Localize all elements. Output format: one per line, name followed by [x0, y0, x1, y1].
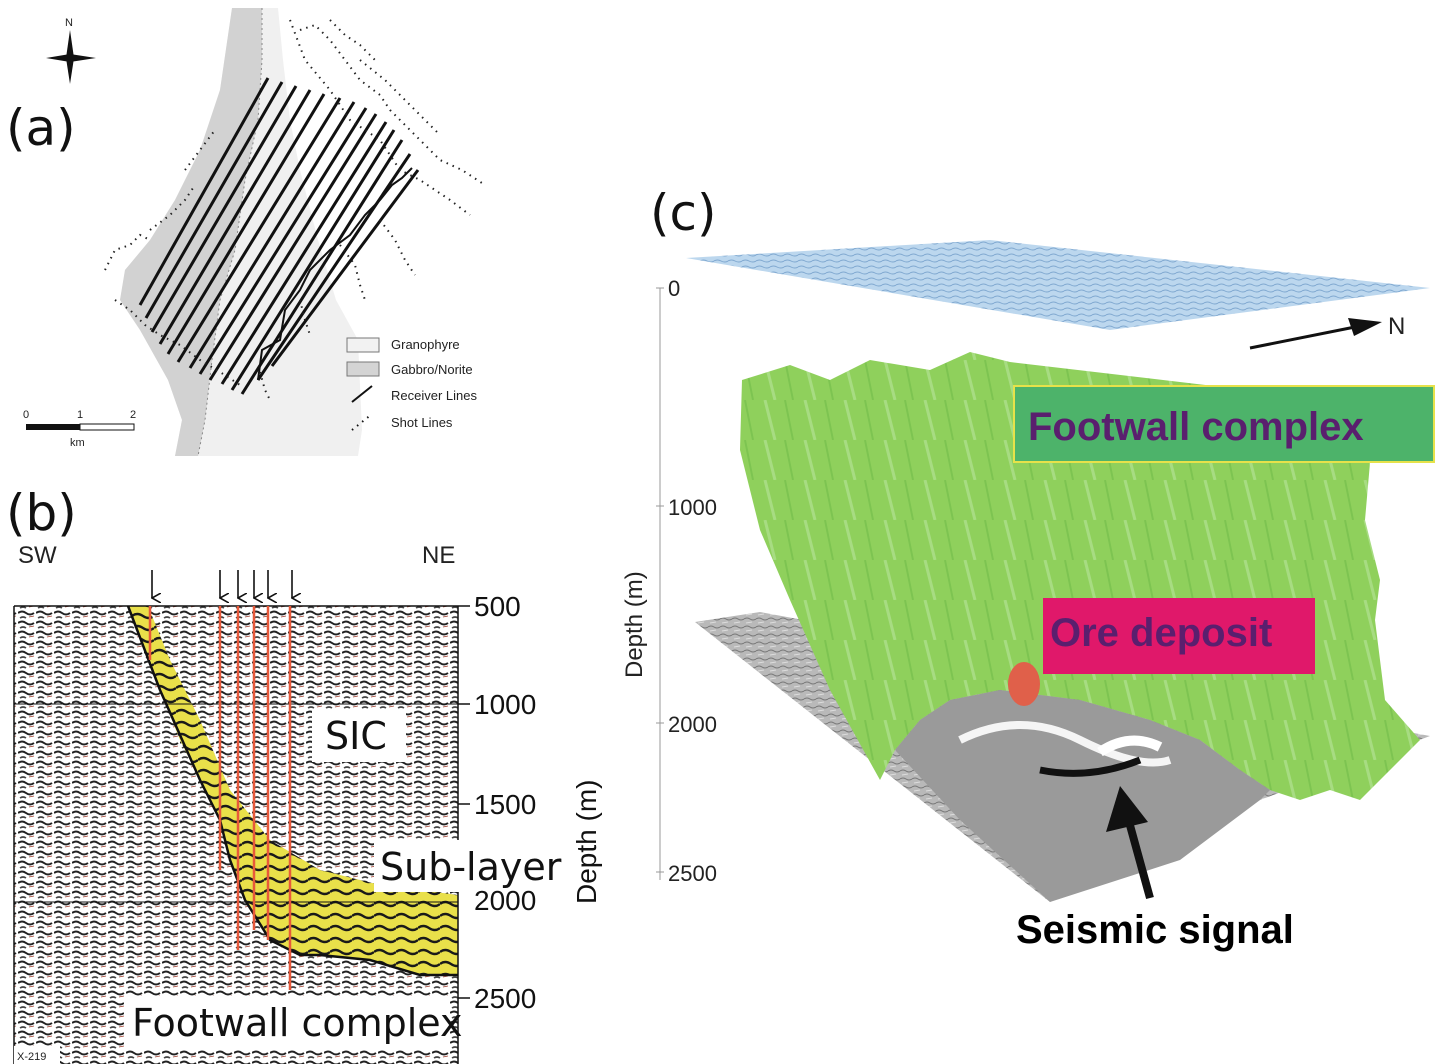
line-id-label: X-219: [17, 1051, 46, 1063]
map-legend: Granophyre Gabbro/Norite Receiver Lines …: [346, 337, 477, 431]
granophyre-swatch: [346, 337, 380, 353]
depth-b-tick-2000: 2000: [474, 885, 536, 916]
footwall-label-bg: [124, 996, 450, 1050]
seismic-section: SIC Sub-layer Footwall complex X-219: [13, 570, 562, 1064]
panel-b: (b) SW NE: [6, 484, 602, 1064]
direction-ne: NE: [422, 542, 455, 569]
depth-b-tick-500: 500: [474, 591, 521, 622]
borehole-arrows: [152, 570, 292, 598]
sic-label: SIC: [325, 714, 387, 758]
north-label-a: N: [65, 17, 73, 29]
receiver-line-symbol: [351, 385, 373, 403]
depth-b-tick-2500: 2500: [474, 983, 536, 1014]
shot-lines: [104, 19, 486, 401]
gabbro-swatch: [346, 361, 380, 377]
depth-axis-c: 0 1000 2000 2500 Depth (m): [621, 276, 717, 886]
north-arrow-c: N: [1249, 313, 1405, 350]
footwall-label-c: Footwall complex: [1028, 405, 1364, 449]
footwall-label-box: [1013, 385, 1435, 463]
depth-axis-label-c: Depth (m): [621, 571, 648, 678]
scale-tick-0: 0: [23, 409, 29, 421]
scale-bar: 0 1 2 km: [23, 409, 136, 449]
gabbro-norite-region: [120, 8, 262, 456]
legend-shot-lines: Shot Lines: [391, 415, 453, 430]
seismic-signal-label: Seismic signal: [1016, 908, 1294, 952]
panel-a-label: (a): [6, 99, 76, 157]
depth-b-tick-1500: 1500: [474, 789, 536, 820]
sic-label-bg: [312, 710, 406, 762]
legend-gabbro-norite: Gabbro/Norite: [391, 362, 473, 377]
north-arrow-icon: N: [46, 17, 96, 84]
panel-a: (a) N: [6, 8, 486, 457]
borehole-lines: [148, 606, 292, 990]
ore-body: [1008, 662, 1040, 706]
receiver-lines: [138, 77, 420, 395]
direction-sw: SW: [18, 542, 57, 569]
sublayer-label-bg: [374, 840, 558, 892]
panel-c-label: (c): [650, 184, 717, 242]
depth-axis-b: 500 1000 1500 2000 2500 Depth (m): [458, 591, 602, 1014]
depth-c-tick-1000: 1000: [668, 495, 717, 520]
depth-axis-label-b: Depth (m): [571, 780, 602, 904]
legend-granophyre: Granophyre: [391, 337, 460, 352]
panel-b-label: (b): [6, 484, 77, 542]
depth-c-tick-2500: 2500: [668, 861, 717, 886]
geologic-map: [104, 8, 486, 457]
panel-c: (c) 0 1000 2000 2500 Depth (m) N Footw: [621, 184, 1435, 952]
scale-tick-1: 1: [77, 409, 83, 421]
sublayer-label: Sub-layer: [380, 845, 562, 889]
sub-layer-zone: [128, 606, 458, 975]
depth-c-tick-0: 0: [668, 276, 680, 301]
scale-tick-2: 2: [130, 409, 136, 421]
ore-label: Ore deposit: [1050, 611, 1272, 655]
footwall-label-b: Footwall complex: [132, 1001, 463, 1045]
ore-label-box: [1043, 598, 1315, 674]
footwall-surface: [740, 352, 1420, 800]
north-label-c: N: [1388, 313, 1405, 340]
scale-unit: km: [70, 437, 85, 449]
signal-arrow: [1106, 786, 1154, 900]
depth-b-tick-1000: 1000: [474, 689, 536, 720]
legend-receiver-lines: Receiver Lines: [391, 388, 477, 403]
depth-c-tick-2000: 2000: [668, 712, 717, 737]
surface-plane: [686, 240, 1430, 330]
seismic-anomaly-region: [895, 690, 1270, 902]
